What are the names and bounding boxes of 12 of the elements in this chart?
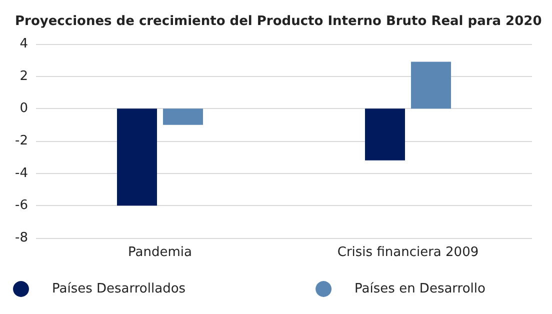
x-tick-label: Pandemia — [128, 245, 192, 260]
y-tick-label: 2 — [20, 68, 28, 84]
y-tick-label: -6 — [15, 198, 28, 214]
legend-label: Países en Desarrollo — [354, 282, 486, 296]
x-tick-label: Crisis financiera 2009 — [337, 245, 479, 260]
legend-label: Países Desarrollados — [52, 282, 186, 296]
y-tick-label: 0 — [20, 101, 28, 116]
chart-title: Proyecciones de crecimiento del Producto Interno Bruto Real para 2020 — [15, 14, 542, 29]
y-tick-label: -4 — [15, 166, 28, 181]
y-tick-label: 4 — [20, 36, 28, 52]
y-tick-label: -8 — [15, 230, 28, 246]
y-tick-label: -2 — [15, 134, 28, 148]
